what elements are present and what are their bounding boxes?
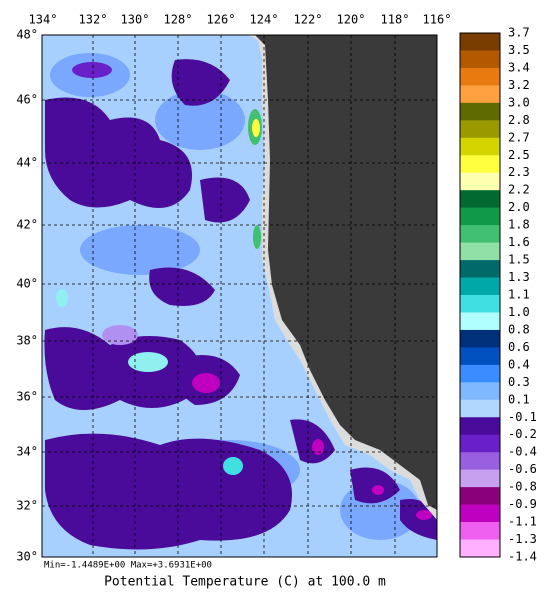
latitude-label: 34°: [16, 445, 38, 459]
colorbar-label: 3.0: [508, 95, 530, 109]
longitude-label: 118°: [381, 13, 410, 27]
colorbar-frame: [459, 32, 501, 558]
plot-frame: [41, 34, 438, 558]
colorbar-swatch: [460, 120, 500, 139]
longitude-label: 128°: [164, 13, 193, 27]
colorbar-swatch: [460, 295, 500, 313]
colorbar-swatch: [460, 102, 500, 121]
colorbar-label: 0.3: [508, 375, 530, 389]
colorbar-label: 1.8: [508, 218, 530, 232]
colorbar-label: -0.8: [508, 480, 537, 494]
colorbar-swatch: [460, 172, 500, 191]
colorbar-swatch: [460, 399, 500, 418]
colorbar-label: 1.0: [508, 305, 530, 319]
colorbar-label: 2.3: [508, 165, 530, 179]
longitude-label: 122°: [294, 13, 323, 27]
colorbar-swatch: [460, 33, 500, 51]
colorbar-label: -1.4: [508, 550, 537, 564]
map-field: [42, 35, 437, 557]
colorbar-label: 0.6: [508, 340, 530, 354]
colorbar-label: 1.1: [508, 288, 530, 302]
colorbar-label: -0.6: [508, 462, 537, 476]
colorbar-label: 2.0: [508, 200, 530, 214]
colorbar-swatch: [460, 137, 500, 156]
longitude-label: 120°: [337, 13, 366, 27]
map-title: Potential Temperature (C) at 100.0 m: [104, 575, 386, 590]
latitude-label: 36°: [16, 390, 38, 404]
longitude-label: 126°: [207, 13, 236, 27]
colorbar-swatch: [460, 469, 500, 488]
latitude-label: 38°: [16, 334, 38, 348]
colorbar-swatch: [460, 67, 500, 86]
latitude-label: 30°: [16, 550, 38, 564]
colorbar-label: 1.3: [508, 270, 530, 284]
colorbar-swatch: [460, 190, 500, 208]
colorbar-swatch: [460, 312, 500, 331]
axis-labels: 134° 132° 130° 128° 126° 124° 122° 120° 118° 116°…: [16, 13, 451, 564]
colorbar-label: -1.1: [508, 515, 537, 529]
colorbar-label: 1.5: [508, 253, 530, 267]
latitude-label: 48°: [16, 28, 38, 42]
warm-patches: [56, 109, 432, 520]
colorbar-label: 1.6: [508, 235, 530, 249]
colorbar-swatch: [460, 364, 500, 383]
colorbar-label: -0.4: [508, 445, 537, 459]
colorbar-swatch: [460, 347, 500, 366]
colorbar-swatch: [460, 539, 500, 558]
colorbar-label: 2.8: [508, 113, 530, 127]
latitude-label: 40°: [16, 277, 38, 291]
min-max-stats: Min=-1.4489E+00 Max=+3.6931E+00: [44, 561, 212, 571]
colorbar-swatch: [460, 434, 500, 453]
colorbar-label: 2.2: [508, 183, 530, 197]
colorbar-swatch: [460, 452, 500, 470]
colorbar-swatch: [460, 85, 500, 104]
colorbar-label: 0.4: [508, 357, 530, 371]
longitude-label: 124°: [250, 13, 279, 27]
grid: [42, 35, 437, 557]
colorbar-label: 3.2: [508, 78, 530, 92]
longitude-label: 134°: [29, 13, 58, 27]
colorbar-swatch: [460, 207, 500, 226]
latitude-label: 32°: [16, 499, 38, 513]
colorbar-swatch: [460, 382, 500, 401]
colorbar-label: -1.3: [508, 532, 537, 546]
colorbar-label: 3.7: [508, 26, 530, 40]
colorbar-swatch: [460, 50, 500, 69]
colorbar-swatch: [460, 260, 500, 278]
longitude-label: 132°: [79, 13, 108, 27]
colorbar: 3.7 3.5 3.4 3.2 3.0 2.8 2.7 2.5 2.3 2.2 2.0 1.8 1.6 1…: [459, 26, 537, 564]
colorbar-label: -0.1: [508, 410, 537, 424]
colorbar-swatch: [460, 487, 500, 505]
latitude-label: 42°: [16, 218, 38, 232]
land: [255, 35, 437, 510]
colorbar-swatch: [460, 225, 500, 243]
colorbar-swatch: [460, 277, 500, 296]
colorbar-label: 2.7: [508, 130, 530, 144]
colorbar-label: -0.2: [508, 427, 537, 441]
colorbar-swatch: [460, 417, 500, 436]
colorbar-label: 0.8: [508, 322, 530, 336]
latitude-label: 44°: [16, 156, 38, 170]
colorbar-swatch: [460, 155, 500, 174]
latitude-label: 46°: [16, 93, 38, 107]
colorbar-swatch: [460, 329, 500, 348]
colorbar-label: -0.9: [508, 497, 537, 511]
colorbar-label: 3.4: [508, 60, 530, 74]
longitude-label: 130°: [121, 13, 150, 27]
colorbar-swatch: [460, 504, 500, 523]
colorbar-swatch: [460, 522, 500, 540]
colorbar-label: 2.5: [508, 148, 530, 162]
colorbar-swatch: [460, 242, 500, 261]
colorbar-label: 3.5: [508, 43, 530, 57]
longitude-label: 116°: [423, 13, 452, 27]
colorbar-label: 0.1: [508, 392, 530, 406]
